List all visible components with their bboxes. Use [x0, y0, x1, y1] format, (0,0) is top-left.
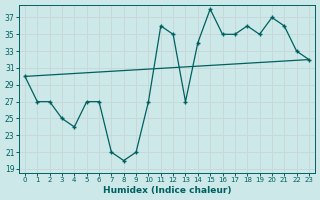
X-axis label: Humidex (Indice chaleur): Humidex (Indice chaleur): [103, 186, 231, 195]
